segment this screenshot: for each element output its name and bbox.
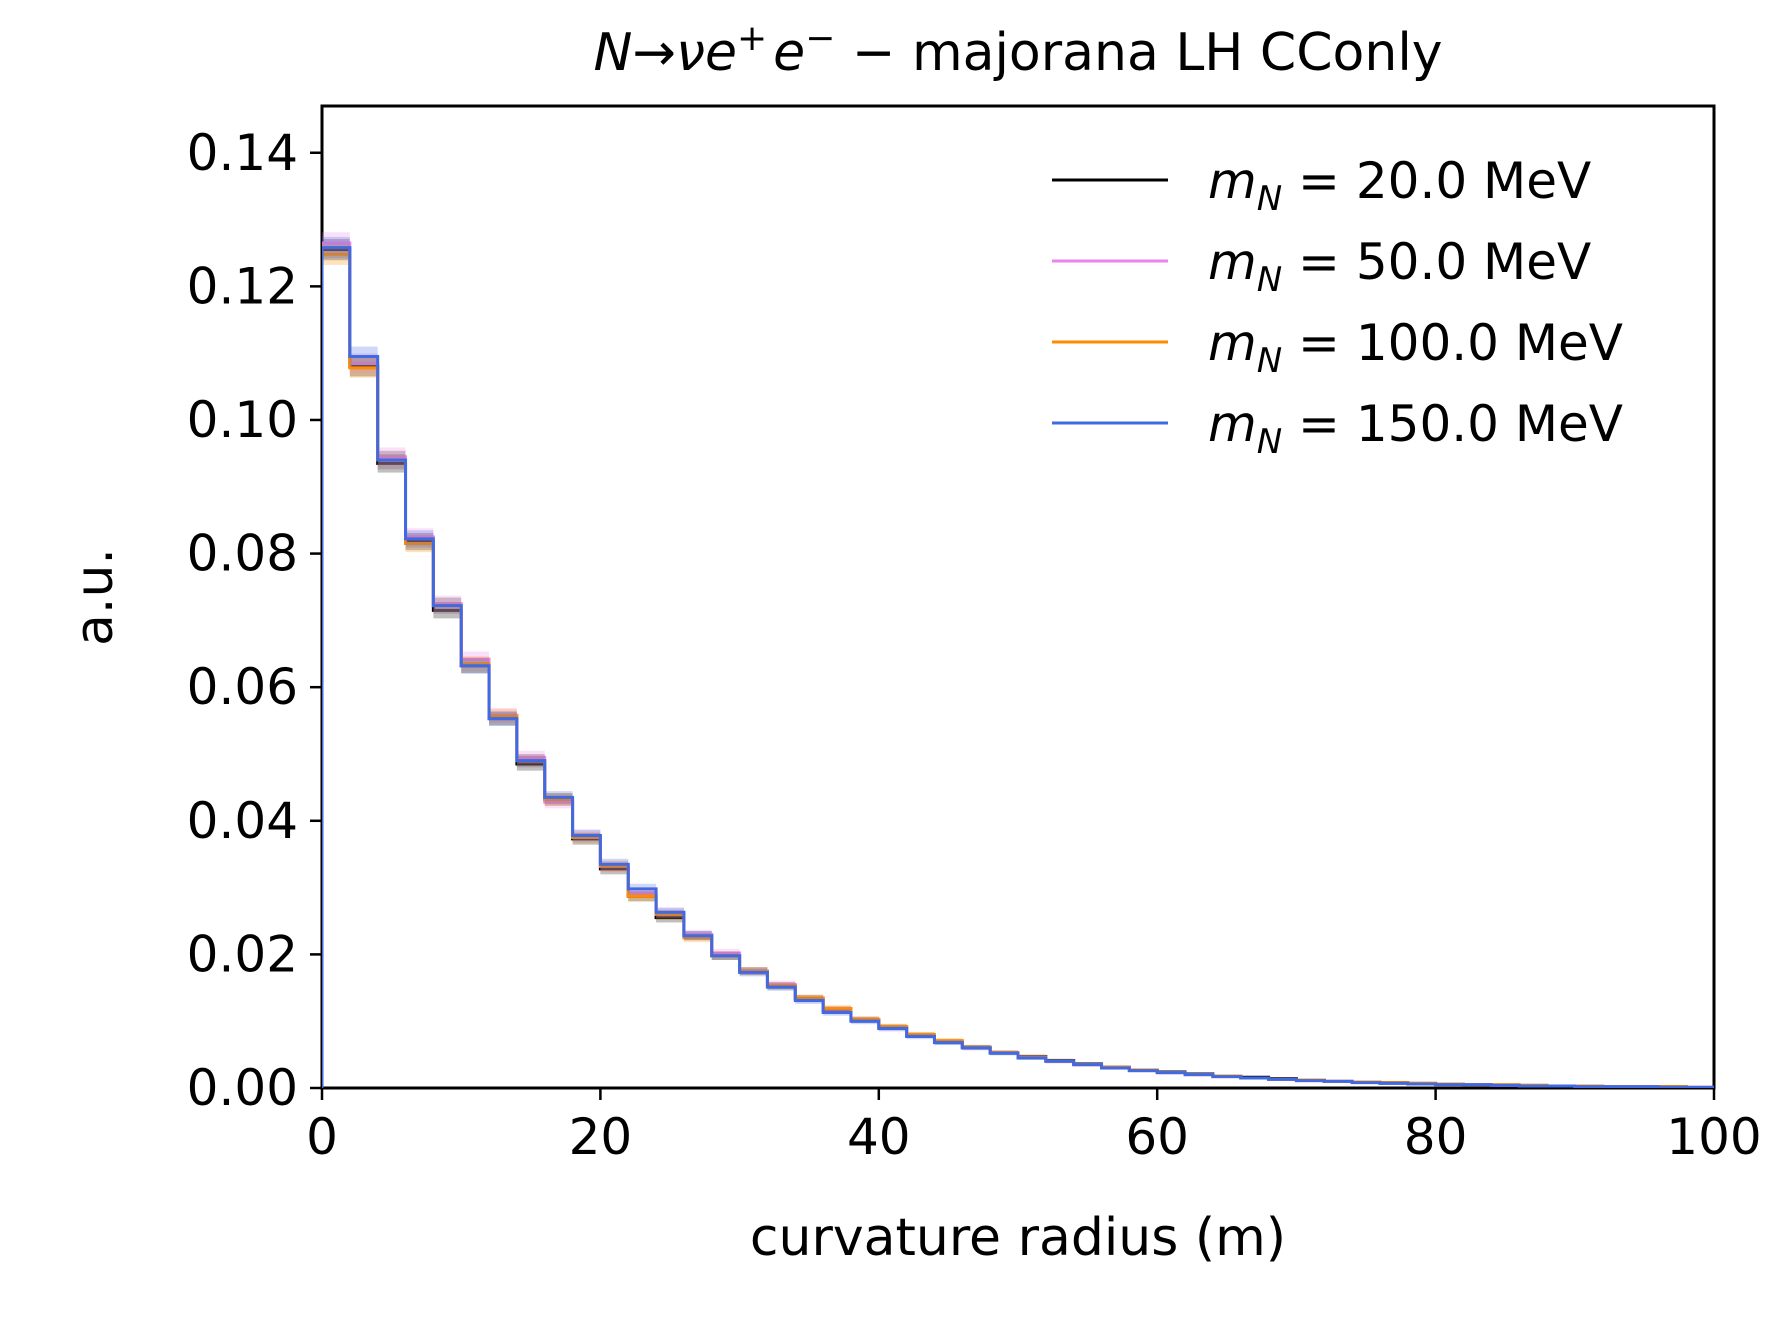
series-group — [322, 232, 1714, 1088]
x-axis-label: curvature radius (m) — [750, 1208, 1286, 1268]
series-step-line — [322, 252, 1714, 1088]
y-tick-label: 0.06 — [187, 658, 298, 716]
axis-ticks: 0 20 40 60 80 100 0.00 0.02 0.04 0.06 0.08 0.10 0.12… — [187, 124, 1762, 1166]
x-tick-label: 100 — [1666, 1108, 1761, 1166]
y-tick-label: 0.00 — [187, 1059, 298, 1117]
y-tick-label: 0.14 — [187, 124, 298, 182]
series-step-line — [322, 248, 1714, 1088]
x-tick-label: 40 — [847, 1108, 911, 1166]
x-tick-label: 0 — [306, 1108, 338, 1166]
x-tick-label: 60 — [1125, 1108, 1189, 1166]
y-tick-label: 0.08 — [187, 525, 298, 583]
y-tick-label: 0.10 — [187, 391, 298, 449]
legend-label: mN = 20.0 MeV — [1208, 152, 1591, 219]
legend-label: mN = 50.0 MeV — [1208, 233, 1591, 300]
chart-title: N→νe+ e− − majorana LH CConly — [593, 18, 1442, 83]
y-tick-label: 0.04 — [187, 792, 298, 850]
y-tick-label: 0.12 — [187, 257, 298, 315]
x-tick-label: 20 — [569, 1108, 633, 1166]
x-tick-label: 80 — [1404, 1108, 1468, 1166]
series-step-line — [322, 246, 1714, 1088]
legend-label: mN = 150.0 MeV — [1208, 395, 1623, 462]
y-tick-label: 0.02 — [187, 925, 298, 983]
legend-label: mN = 100.0 MeV — [1208, 314, 1623, 381]
legend: mN = 20.0 MeV mN = 50.0 MeV mN = 100.0 MeV… — [1052, 152, 1623, 462]
y-axis-label: a.u. — [65, 548, 125, 646]
